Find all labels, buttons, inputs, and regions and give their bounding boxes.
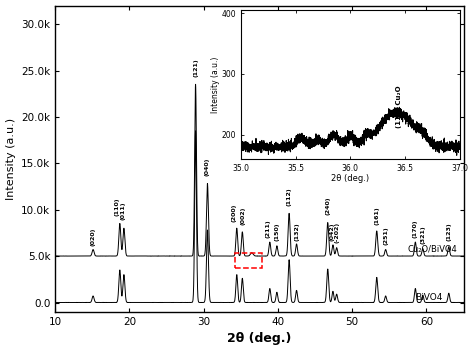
- Text: (121): (121): [193, 58, 198, 77]
- Text: (110): (110): [115, 198, 120, 216]
- Text: (123): (123): [446, 222, 451, 241]
- Text: (240): (240): [325, 197, 330, 216]
- Y-axis label: Intensity (a.u.): Intensity (a.u.): [6, 118, 16, 200]
- Text: (251): (251): [383, 226, 388, 245]
- Text: (200): (200): [232, 204, 237, 222]
- Text: (011): (011): [121, 201, 126, 220]
- Text: (040): (040): [205, 158, 210, 177]
- Text: (020): (020): [91, 228, 96, 246]
- Text: (211): (211): [265, 219, 271, 238]
- Text: (132): (132): [294, 222, 299, 240]
- Text: (150): (150): [274, 222, 279, 240]
- Text: (-202): (-202): [334, 222, 339, 243]
- Text: (321): (321): [420, 225, 425, 244]
- Text: (170): (170): [413, 219, 418, 238]
- Text: BiVO4: BiVO4: [415, 293, 443, 302]
- X-axis label: 2θ (deg.): 2θ (deg.): [227, 332, 292, 345]
- Text: (042): (042): [330, 222, 335, 240]
- Text: (112): (112): [287, 187, 292, 206]
- Text: Cu₂O/BiVO4: Cu₂O/BiVO4: [408, 245, 458, 254]
- Text: (161): (161): [374, 207, 379, 225]
- Bar: [235, 253, 262, 269]
- Text: (002): (002): [241, 207, 246, 225]
